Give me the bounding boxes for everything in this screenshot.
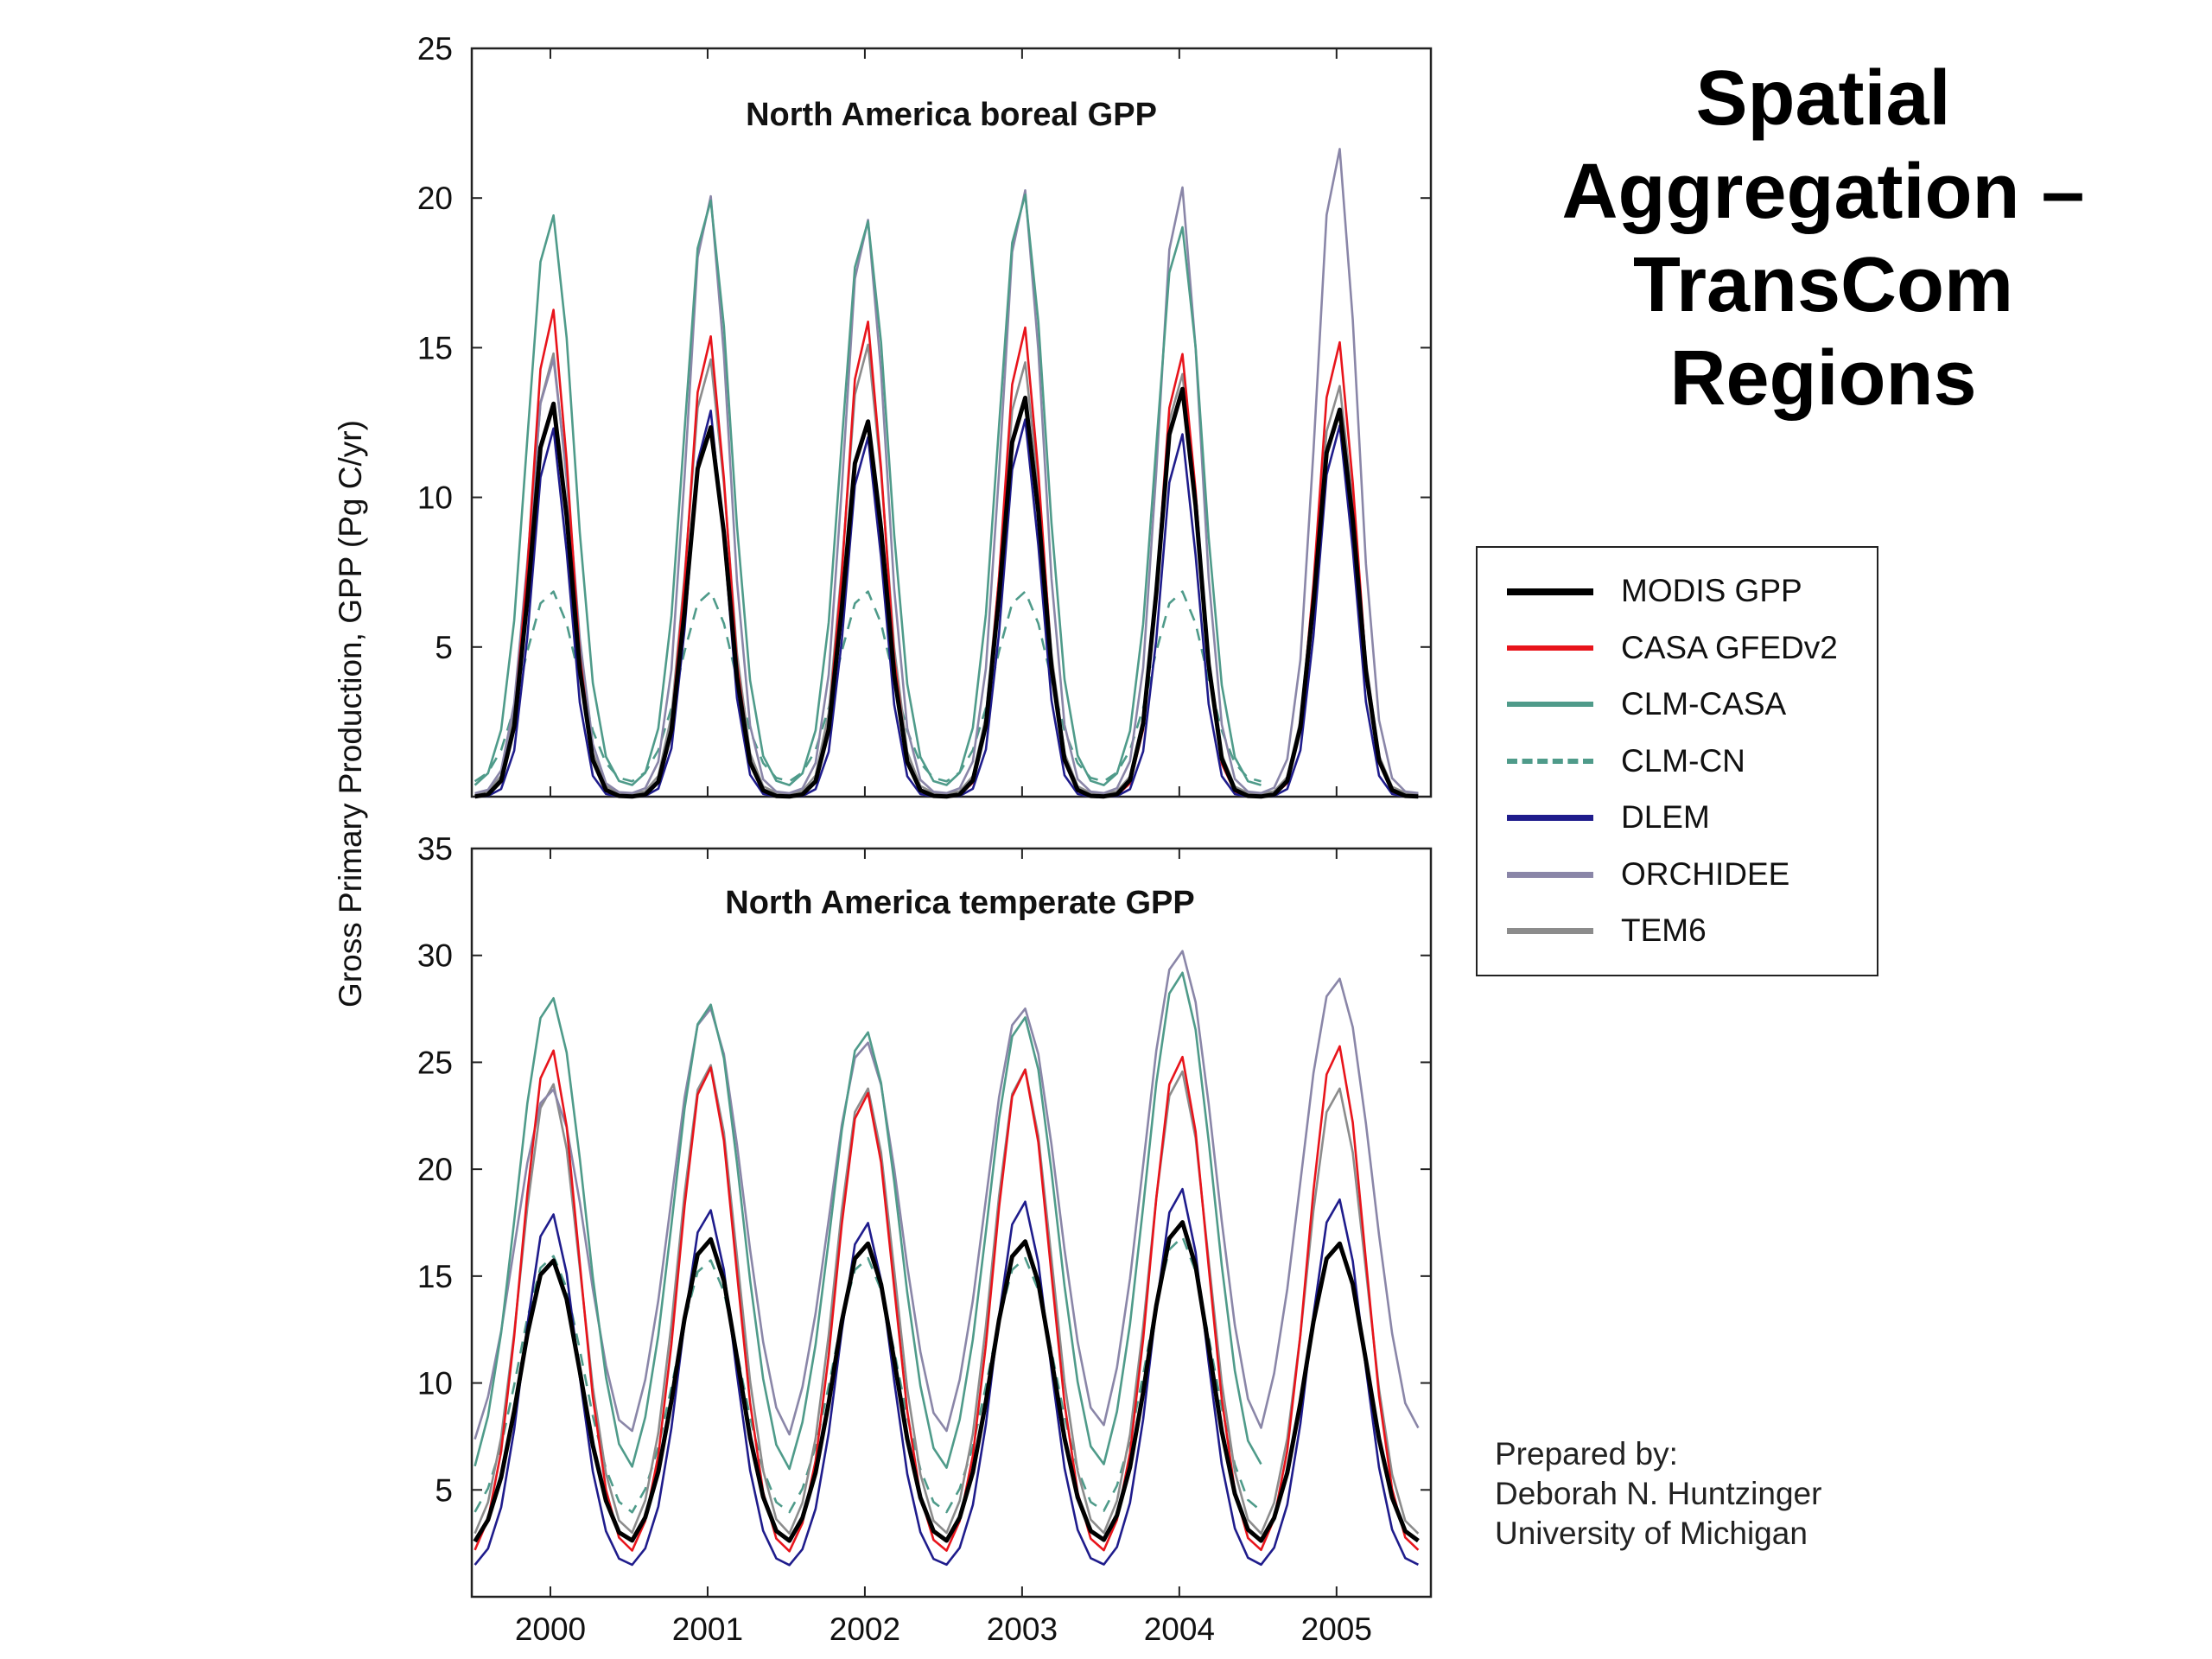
y-tick-label: 15 xyxy=(417,1259,453,1294)
legend-item: CLM-CASA xyxy=(1478,680,1877,732)
series-line-orchidee xyxy=(474,148,1419,795)
series-line-clm-cn xyxy=(474,1236,1262,1514)
legend-label: ORCHIDEE xyxy=(1621,855,1790,892)
legend-swatch xyxy=(1507,588,1593,595)
series-line-clm-casa xyxy=(474,194,1262,786)
x-tick-label: 2000 xyxy=(515,1611,586,1647)
legend-swatch xyxy=(1507,645,1593,651)
series-line-modis-gpp xyxy=(473,1220,1420,1543)
legend-item: CASA GFEDv2 xyxy=(1478,624,1877,676)
boreal-y-ticks: 5 10 15 20 25 xyxy=(417,31,453,665)
y-tick-label: 20 xyxy=(417,1152,453,1187)
slide-title-line: Regions xyxy=(1669,335,1977,422)
series-line-casa-gfedv2 xyxy=(474,308,1419,798)
legend-item: CLM-CN xyxy=(1478,737,1877,789)
legend-item: TEM6 xyxy=(1478,906,1877,958)
boreal-gridlines xyxy=(472,48,1431,797)
temperate-plot-frame xyxy=(470,847,1433,1599)
series-line-orchidee xyxy=(474,950,1420,1440)
series-line-clm-casa xyxy=(474,971,1262,1471)
y-tick-label: 35 xyxy=(417,831,453,867)
x-tick-label: 2005 xyxy=(1301,1611,1372,1647)
series-line-casa-gfedv2 xyxy=(474,1045,1420,1553)
legend-label: TEM6 xyxy=(1621,912,1707,948)
series-line-tem6 xyxy=(474,343,1419,795)
y-tick-label: 25 xyxy=(417,1045,453,1080)
boreal-panel: 5 10 15 20 25 North America boreal GPP xyxy=(417,31,1433,799)
legend-label: DLEM xyxy=(1621,799,1710,835)
y-tick-label: 30 xyxy=(417,938,453,974)
slide-title-line: Spatial xyxy=(1695,55,1951,142)
x-tick-label: 2002 xyxy=(830,1611,900,1647)
legend-item: MODIS GPP xyxy=(1478,567,1877,619)
temperate-series xyxy=(473,950,1420,1567)
temperate-chart-title: North America temperate GPP xyxy=(725,885,1194,921)
temperate-panel: 5 10 15 20 25 30 35 North America temperate GP… xyxy=(417,831,1433,1599)
y-tick-label: 15 xyxy=(417,330,453,365)
legend-swatch xyxy=(1507,928,1593,934)
boreal-plot-frame xyxy=(470,47,1433,798)
legend: MODIS GPP CASA GFEDv2 CLM-CASA CLM-CN DLEM OR… xyxy=(1476,546,1878,976)
y-tick-label: 5 xyxy=(435,1472,453,1508)
legend-label: CASA GFEDv2 xyxy=(1621,629,1838,665)
credits-line: University of Michigan xyxy=(1495,1516,1808,1551)
y-tick-label: 10 xyxy=(417,1366,453,1402)
legend-swatch xyxy=(1507,758,1593,764)
boreal-series xyxy=(474,148,1419,799)
x-tick-label: 2003 xyxy=(987,1611,1058,1647)
y-tick-label: 20 xyxy=(417,181,453,216)
legend-item: DLEM xyxy=(1478,793,1877,845)
x-tick-label: 2004 xyxy=(1144,1611,1215,1647)
y-tick-label: 25 xyxy=(417,31,453,67)
boreal-chart-title: North America boreal GPP xyxy=(746,97,1157,133)
slide-title-line: TransCom xyxy=(1632,242,2014,328)
legend-item: ORCHIDEE xyxy=(1478,850,1877,902)
series-line-modis-gpp xyxy=(474,386,1419,799)
series-line-clm-cn xyxy=(474,590,1262,783)
legend-label: CLM-CASA xyxy=(1621,686,1787,721)
credits: Prepared by: Deborah N. Huntzinger Unive… xyxy=(1495,1434,1821,1554)
legend-label: MODIS GPP xyxy=(1621,573,1802,608)
x-tick-label: 2001 xyxy=(672,1611,743,1647)
y-tick-label: 10 xyxy=(417,480,453,516)
legend-swatch xyxy=(1507,815,1593,821)
y-axis-label: Gross Primary Production, GPP (Pg C/yr) xyxy=(333,420,368,1007)
legend-swatch xyxy=(1507,871,1593,878)
legend-swatch xyxy=(1507,702,1593,707)
slide-title: Spatial Aggregation – TransCom Regions xyxy=(1521,52,2126,425)
series-line-tem6 xyxy=(474,1064,1420,1535)
series-line-dlem xyxy=(474,1187,1419,1567)
credits-line: Deborah N. Huntzinger xyxy=(1495,1476,1822,1511)
slide-title-line: Aggregation – xyxy=(1561,149,2085,235)
series-line-dlem xyxy=(474,409,1419,798)
y-tick-label: 5 xyxy=(435,630,453,665)
temperate-y-ticks: 5 10 15 20 25 30 35 xyxy=(417,831,453,1508)
credits-line: Prepared by: xyxy=(1495,1436,1678,1471)
legend-label: CLM-CN xyxy=(1621,742,1745,779)
temperate-gridlines xyxy=(472,848,1431,1597)
x-axis-year-ticks: 2000 2001 2002 2003 2004 2005 xyxy=(515,1611,1372,1647)
